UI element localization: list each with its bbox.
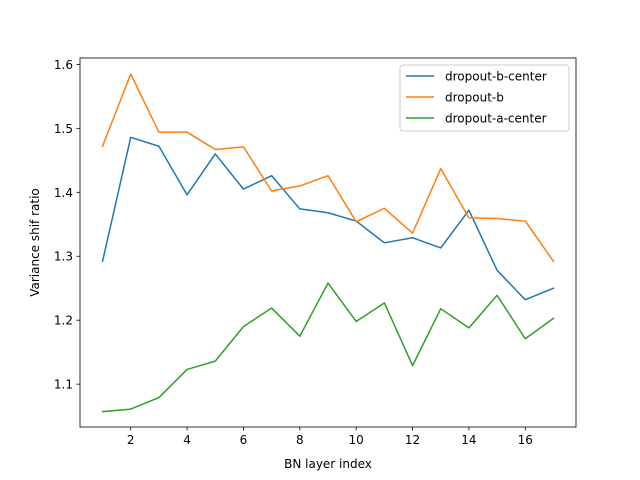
x-tick-label: 6 <box>240 433 248 447</box>
x-tick-label: 14 <box>461 433 476 447</box>
x-tick-label: 2 <box>127 433 135 447</box>
series-line-dropout-b <box>101 73 555 263</box>
y-tick-label: 1.1 <box>54 378 73 392</box>
axes-frame <box>79 57 577 428</box>
y-tick-label: 1.2 <box>54 314 73 328</box>
series-line-dropout-a-center <box>101 282 555 413</box>
y-axis-title: Variance shif ratio <box>28 188 42 297</box>
axes-layer: 2 4 6 8 10 12 14 16 1.1 1.2 1.3 1.4 1.5 1.6 <box>54 57 577 447</box>
x-tick-label: 16 <box>518 433 533 447</box>
legend-label-dropout-b: dropout-b <box>445 91 504 105</box>
legend-box <box>399 64 570 132</box>
legend-label-dropout-a-center: dropout-a-center <box>445 112 547 126</box>
x-tick-label: 8 <box>296 433 304 447</box>
x-tick-label: 10 <box>349 433 364 447</box>
y-tick-label: 1.4 <box>54 186 73 200</box>
series-line-dropout-b-center <box>101 136 555 301</box>
x-tick-label: 4 <box>183 433 191 447</box>
y-tick-label: 1.3 <box>54 250 73 264</box>
y-tick-label: 1.6 <box>54 58 73 72</box>
y-tick-label: 1.5 <box>54 122 73 136</box>
x-tick-label: 12 <box>405 433 420 447</box>
legend-label-dropout-b-center: dropout-b-center <box>445 70 547 84</box>
x-axis-title: BN layer index <box>284 457 372 471</box>
legend: dropout-b-center dropout-b dropout-a-cente… <box>399 64 570 132</box>
series-layer <box>101 73 555 413</box>
